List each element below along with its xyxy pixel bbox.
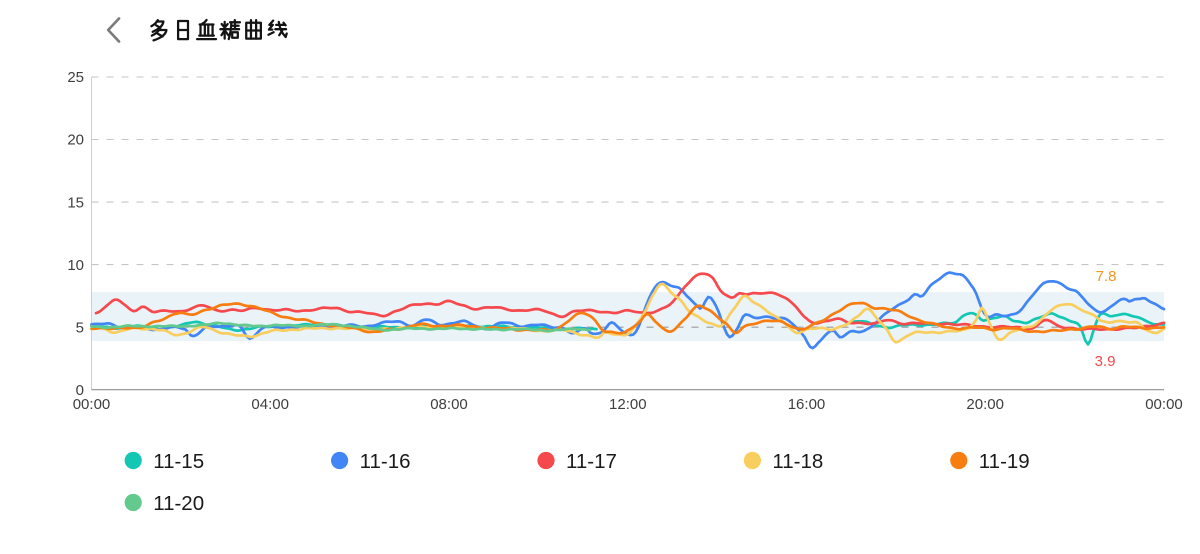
svg-text:11-15: 11-15 <box>153 450 204 473</box>
svg-text:00:00: 00:00 <box>1145 396 1183 413</box>
svg-text:16:00: 16:00 <box>788 396 826 413</box>
svg-text:11-20: 11-20 <box>153 492 204 515</box>
svg-text:00:00: 00:00 <box>73 396 111 413</box>
svg-text:15: 15 <box>67 194 84 211</box>
svg-text:25: 25 <box>67 69 84 86</box>
svg-text:11-19: 11-19 <box>979 450 1030 473</box>
svg-text:11-16: 11-16 <box>360 450 411 473</box>
svg-text:5: 5 <box>76 319 84 336</box>
svg-text:04:00: 04:00 <box>251 396 289 413</box>
svg-text:11-18: 11-18 <box>772 450 823 473</box>
svg-text:12:00: 12:00 <box>609 396 647 413</box>
svg-text:11-17: 11-17 <box>566 450 617 473</box>
svg-text:08:00: 08:00 <box>430 396 468 413</box>
svg-text:10: 10 <box>67 257 84 274</box>
svg-text:20:00: 20:00 <box>966 396 1004 413</box>
svg-text:3.9: 3.9 <box>1095 353 1116 370</box>
svg-text:20: 20 <box>67 132 84 149</box>
svg-text:0: 0 <box>76 382 84 399</box>
svg-text:7.8: 7.8 <box>1096 268 1117 285</box>
